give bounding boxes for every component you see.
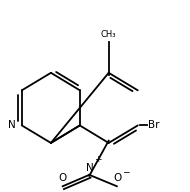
Text: +: +	[94, 155, 102, 164]
Text: CH₃: CH₃	[101, 30, 116, 39]
Text: O: O	[114, 173, 122, 183]
Text: −: −	[122, 167, 129, 176]
Text: N: N	[8, 120, 16, 130]
Text: O: O	[59, 173, 67, 183]
Text: N: N	[86, 163, 94, 173]
Text: Br: Br	[148, 120, 160, 130]
